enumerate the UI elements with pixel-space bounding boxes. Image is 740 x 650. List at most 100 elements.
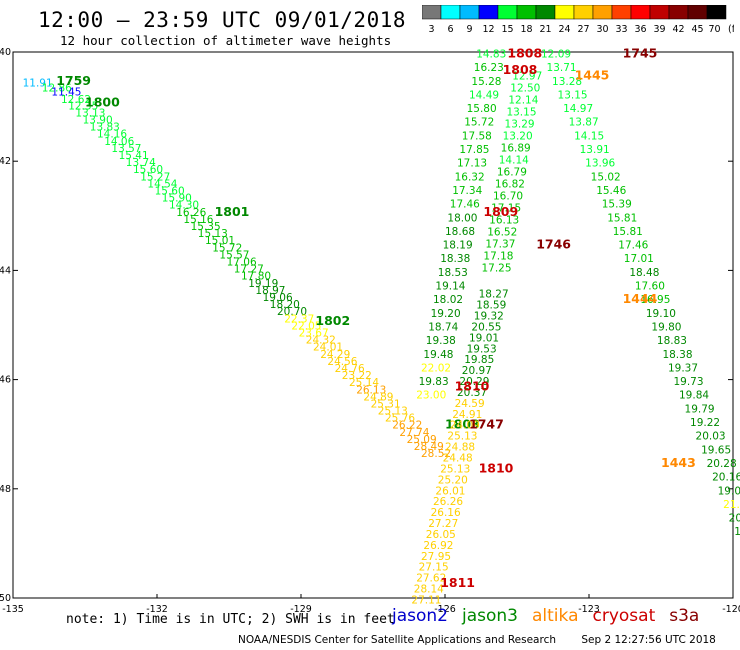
colorbar-swatch <box>611 5 632 20</box>
wave-height-value: 17.27 <box>234 264 264 276</box>
wave-height-value: 13.15 <box>506 106 536 118</box>
wave-height-value: 15.80 <box>467 103 497 115</box>
wave-height-value: 27.11 <box>411 594 441 606</box>
wave-height-value: 17.18 <box>483 250 513 262</box>
wave-height-value: 16.52 <box>487 226 517 238</box>
wave-height-value: 28.49 <box>414 441 444 453</box>
legend-item-jason3: jason3 <box>462 606 518 626</box>
wave-height-value: 19.88 <box>734 526 740 538</box>
wave-height-value: 12.86 <box>42 82 72 94</box>
colorbar-swatch <box>554 5 575 20</box>
wave-height-value: 15.41 <box>119 150 149 162</box>
wave-height-value: 13.96 <box>585 158 615 170</box>
wave-height-value: 19.19 <box>248 278 278 290</box>
wave-height-value: 19.48 <box>423 349 453 361</box>
colorbar-tick: 9 <box>466 24 472 35</box>
wave-height-value: 18.59 <box>476 300 506 312</box>
wave-height-value: 23.22 <box>342 370 372 382</box>
wave-height-value: 16.23 <box>474 62 504 74</box>
pass-time-label: 1808 <box>507 45 542 60</box>
wave-height-value: 18.02 <box>433 294 463 306</box>
y-tick-label: 48 <box>0 484 11 495</box>
colorbar-tick: 3 <box>428 24 434 35</box>
wave-height-value: 18.68 <box>445 226 475 238</box>
wave-height-value: 14.16 <box>97 129 127 141</box>
wave-height-value: 16.13 <box>489 214 519 226</box>
pass-time-label: 1801 <box>215 204 250 219</box>
wave-height-value: 14.15 <box>574 130 604 142</box>
wave-height-value: 24.76 <box>335 363 365 375</box>
wave-height-value: 24.09 <box>450 420 480 432</box>
pass-time-label: 1803 <box>445 417 480 432</box>
y-tick-label: 40 <box>0 47 11 58</box>
wave-height-value: 12.35 <box>68 100 98 112</box>
y-tick-label: 50 <box>0 593 11 604</box>
wave-height-value: 13.83 <box>90 122 120 134</box>
pass-time-label: 1746 <box>536 237 571 252</box>
colorbar-tick: 45 <box>691 24 703 35</box>
wave-height-value: 16.70 <box>493 190 523 202</box>
pass-time-label: 1802 <box>315 313 350 328</box>
page-title: 12:00 — 23:59 UTC 09/01/2018 <box>38 8 407 32</box>
wave-height-value: 16.79 <box>497 166 527 178</box>
colorbar-tick: 15 <box>501 24 513 35</box>
wave-height-value: 25.09 <box>407 434 437 446</box>
wave-height-value: 14.49 <box>469 89 499 101</box>
wave-height-value: 26.01 <box>435 485 465 497</box>
wave-height-value: 25.31 <box>371 398 401 410</box>
wave-height-value: 20.97 <box>462 365 492 377</box>
colorbar-swatch <box>687 5 708 20</box>
wave-height-value: 18.83 <box>657 335 687 347</box>
wave-height-value: 26.16 <box>431 507 461 519</box>
wave-height-value: 26.22 <box>392 420 422 432</box>
wave-height-value: 14.97 <box>563 103 593 115</box>
pass-time-label: 1800 <box>85 95 120 110</box>
wave-height-value: 20.03 <box>696 431 726 443</box>
colorbar-swatch <box>459 5 480 20</box>
colorbar-tick: 36 <box>634 24 646 35</box>
wave-height-value: 17.58 <box>462 130 492 142</box>
wave-height-value: 19.22 <box>690 417 720 429</box>
wave-height-value: 27.95 <box>421 551 451 563</box>
wave-height-value: 18.38 <box>662 349 692 361</box>
colorbar-tick: 70 <box>708 24 720 35</box>
wave-height-value: 28.14 <box>414 584 444 596</box>
wave-height-value: 24.88 <box>445 442 475 454</box>
wave-height-value: 16.26 <box>176 207 206 219</box>
wave-height-value: 15.16 <box>183 214 213 226</box>
pass-time-label: 1810 <box>455 379 490 394</box>
legend-item-cryosat: cryosat <box>592 606 656 626</box>
wave-height-value: 20.28 <box>707 458 737 470</box>
wave-height-value: 12.09 <box>541 48 571 60</box>
wave-height-value: 18.74 <box>428 321 458 333</box>
wave-height-value: 15.57 <box>219 249 249 261</box>
wave-height-value: 24.32 <box>306 335 336 347</box>
wave-height-value: 19.32 <box>474 311 504 323</box>
wave-height-value: 19.20 <box>431 308 461 320</box>
pass-time-label: 1809 <box>483 204 518 219</box>
wave-height-value: 19.83 <box>419 376 449 388</box>
wave-height-value: 15.46 <box>596 185 626 197</box>
y-tick-label: 42 <box>0 156 11 167</box>
wave-height-value: 13.13 <box>75 107 105 119</box>
wave-height-value: 22.37 <box>284 313 314 325</box>
pass-time-label: 1811 <box>440 575 475 590</box>
wave-height-value: 17.13 <box>457 158 487 170</box>
wave-height-value: 15.02 <box>591 171 621 183</box>
legend-item-altika: altika <box>532 606 579 626</box>
wave-height-value: 15.60 <box>155 186 185 198</box>
pass-time-label: 1759 <box>56 73 91 88</box>
colorbar-swatch <box>649 5 670 20</box>
wave-height-value: 15.39 <box>602 199 632 211</box>
wave-height-value: 15.90 <box>162 193 192 205</box>
wave-height-value: 14.14 <box>499 154 529 166</box>
wave-height-value: 15.28 <box>471 76 501 88</box>
wave-height-value: 19.79 <box>685 403 715 415</box>
wave-height-value: 24.01 <box>313 342 343 354</box>
wave-height-value: 20.06 <box>729 513 740 525</box>
pass-time-label: 1810 <box>479 460 514 475</box>
credit-timestamp: Sep 2 12:27:56 UTC 2018 <box>581 634 716 646</box>
wave-height-value: 19.10 <box>646 308 676 320</box>
wave-height-value: 18.48 <box>629 267 659 279</box>
